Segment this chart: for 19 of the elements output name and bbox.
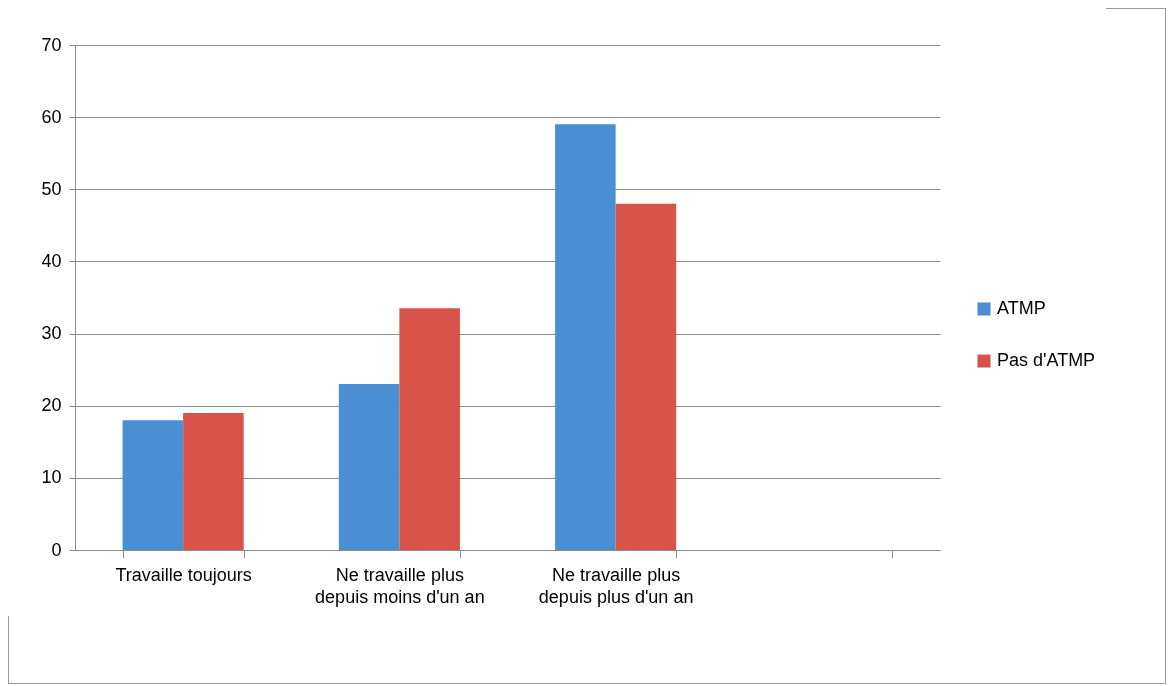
legend-label: Pas d'ATMP — [997, 350, 1096, 370]
y-tick-label: 10 — [41, 467, 62, 488]
y-tick-label: 40 — [41, 250, 62, 271]
y-tick-label: 20 — [41, 395, 62, 416]
y-tick-label: 30 — [41, 323, 62, 344]
y-tick-label: 70 — [41, 34, 62, 55]
bar — [338, 384, 400, 550]
x-tick-label: Travaille toujours — [115, 564, 252, 585]
x-tick-label: Ne travaille plus depuis plus d'un an — [538, 564, 694, 607]
bar — [399, 308, 460, 550]
bar — [183, 412, 244, 550]
bar — [555, 124, 616, 550]
bar — [615, 203, 677, 550]
y-tick-label: 50 — [41, 178, 62, 199]
x-tick-label: Ne travaille plus depuis moins d'un an — [315, 564, 485, 607]
y-tick-label: 60 — [41, 106, 62, 127]
y-tick-label: 0 — [51, 539, 62, 560]
legend-label: ATMP — [997, 298, 1046, 318]
bar — [122, 420, 184, 550]
